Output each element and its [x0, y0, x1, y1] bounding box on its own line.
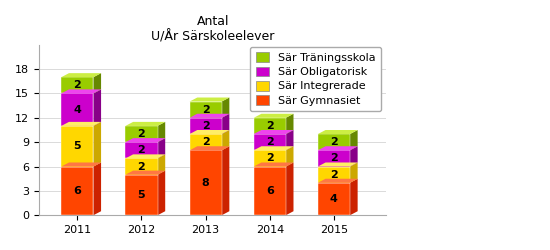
Text: 2: 2 [138, 162, 145, 172]
Text: 2: 2 [266, 121, 274, 131]
Bar [190, 150, 222, 215]
Bar [254, 150, 286, 166]
Polygon shape [190, 98, 229, 102]
Bar [190, 118, 222, 134]
Polygon shape [94, 73, 101, 94]
Polygon shape [318, 162, 358, 166]
Polygon shape [157, 138, 165, 158]
Polygon shape [222, 130, 229, 150]
Text: 4: 4 [73, 105, 81, 115]
Polygon shape [222, 114, 229, 134]
Polygon shape [254, 114, 294, 118]
Polygon shape [94, 122, 101, 166]
Polygon shape [222, 146, 229, 215]
Text: 8: 8 [202, 178, 210, 188]
Bar [318, 166, 350, 183]
Text: 2: 2 [202, 121, 210, 131]
Bar [125, 175, 157, 215]
Bar [190, 102, 222, 118]
Polygon shape [318, 146, 358, 150]
Text: 6: 6 [73, 186, 81, 196]
Polygon shape [350, 130, 358, 150]
Bar [254, 118, 286, 134]
Polygon shape [61, 122, 101, 126]
Text: 2: 2 [266, 137, 274, 147]
Polygon shape [61, 90, 101, 94]
Text: 2: 2 [138, 145, 145, 155]
Polygon shape [254, 146, 294, 150]
Text: 2: 2 [202, 105, 210, 115]
Text: 2: 2 [138, 129, 145, 139]
Polygon shape [286, 114, 294, 134]
Polygon shape [61, 162, 101, 166]
Polygon shape [350, 179, 358, 215]
Polygon shape [190, 130, 229, 134]
Text: 2: 2 [330, 170, 338, 180]
Text: 5: 5 [138, 190, 145, 200]
Bar [61, 77, 94, 94]
Bar [318, 150, 350, 166]
Text: 2: 2 [330, 154, 338, 164]
Polygon shape [157, 154, 165, 175]
Polygon shape [190, 146, 229, 150]
Bar [125, 126, 157, 142]
Polygon shape [125, 122, 165, 126]
Bar [125, 142, 157, 158]
Polygon shape [222, 98, 229, 118]
Text: 2: 2 [266, 154, 274, 164]
Bar [61, 166, 94, 215]
Bar [61, 94, 94, 126]
Polygon shape [318, 130, 358, 134]
Polygon shape [190, 114, 229, 118]
Title: Antal
U/År Särskoleelever: Antal U/År Särskoleelever [151, 15, 274, 44]
Polygon shape [125, 170, 165, 175]
Polygon shape [254, 162, 294, 166]
Polygon shape [350, 162, 358, 183]
Polygon shape [286, 162, 294, 215]
Polygon shape [286, 146, 294, 167]
Polygon shape [318, 179, 358, 183]
Bar [61, 126, 94, 166]
Polygon shape [61, 73, 101, 77]
Polygon shape [94, 90, 101, 126]
Polygon shape [157, 170, 165, 215]
Legend: Sär Träningsskola, Sär Obligatorisk, Sär Integrerade, Sär Gymnasiet: Sär Träningsskola, Sär Obligatorisk, Sär… [250, 47, 381, 111]
Text: 6: 6 [266, 186, 274, 196]
Text: 5: 5 [74, 141, 81, 151]
Bar [190, 134, 222, 150]
Polygon shape [286, 130, 294, 150]
Bar [318, 183, 350, 215]
Text: 2: 2 [202, 137, 210, 147]
Bar [254, 134, 286, 150]
Polygon shape [125, 138, 165, 142]
Bar [125, 158, 157, 175]
Bar [318, 134, 350, 150]
Polygon shape [350, 146, 358, 167]
Text: 2: 2 [330, 137, 338, 147]
Bar [254, 166, 286, 215]
Polygon shape [94, 162, 101, 215]
Text: 4: 4 [330, 194, 338, 204]
Polygon shape [157, 122, 165, 142]
Text: 2: 2 [74, 80, 81, 90]
Polygon shape [254, 130, 294, 134]
Polygon shape [125, 154, 165, 158]
